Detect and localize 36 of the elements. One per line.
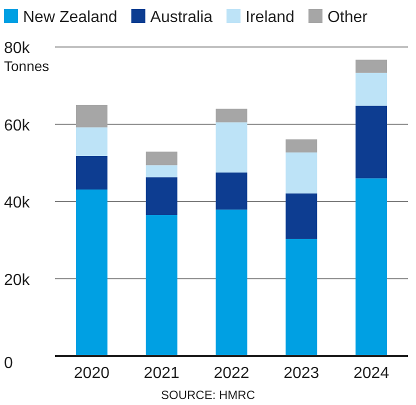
y-tick-label: 0	[4, 355, 13, 372]
x-tick-label: 2024	[354, 365, 390, 382]
bar	[286, 152, 318, 194]
bar	[76, 156, 108, 190]
bar	[286, 193, 318, 239]
y-tick-label: 40k	[4, 194, 31, 212]
bar	[216, 172, 248, 210]
legend-label: New Zealand	[23, 9, 118, 26]
y-tick-label: 60k	[4, 117, 31, 134]
bar	[216, 122, 248, 173]
x-tick-label: 2023	[284, 365, 320, 382]
legend-label: Ireland	[246, 9, 294, 26]
x-tick-label: 2020	[74, 365, 110, 382]
bar	[216, 108, 248, 122]
x-tick-label: 2021	[144, 365, 180, 382]
bar	[286, 139, 318, 152]
bar	[146, 177, 178, 216]
source-note: SOURCE: HMRC	[160, 388, 256, 402]
y-tick-label: 20k	[4, 272, 31, 289]
bar	[146, 152, 178, 166]
legend-label: Australia	[150, 9, 213, 26]
bar	[356, 60, 388, 73]
bar	[76, 127, 108, 156]
bar	[216, 210, 248, 356]
bar	[146, 165, 178, 178]
bar	[76, 190, 108, 356]
x-tick-label: 2022	[214, 365, 250, 382]
bar	[356, 106, 388, 178]
bar	[146, 215, 178, 356]
y-tick-label: 80k	[4, 40, 31, 57]
bar	[76, 104, 108, 128]
bar	[286, 238, 318, 356]
bar	[356, 72, 388, 106]
legend-label: Other	[327, 9, 368, 26]
y-axis-title: Tonnes	[4, 58, 50, 74]
bar	[356, 178, 388, 356]
